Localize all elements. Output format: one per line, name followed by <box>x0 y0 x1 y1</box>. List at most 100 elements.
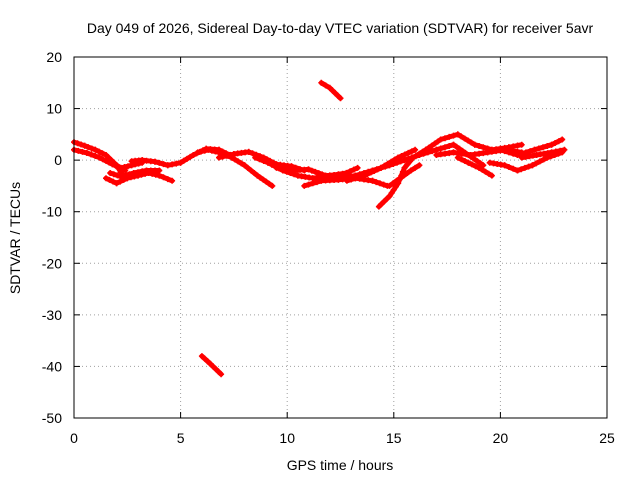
data-point <box>117 164 124 171</box>
data-point <box>514 142 521 149</box>
data-point <box>96 154 103 161</box>
data-point <box>416 162 423 169</box>
data-point <box>85 144 92 151</box>
data-point <box>227 151 234 158</box>
data-point <box>79 148 86 155</box>
data-point <box>110 178 117 185</box>
data-point <box>373 179 380 186</box>
data-point <box>386 182 393 189</box>
data-point <box>75 147 82 154</box>
data-series <box>71 79 568 378</box>
data-point <box>177 159 184 166</box>
data-point <box>122 172 129 179</box>
data-point <box>555 138 562 145</box>
data-point <box>388 190 395 196</box>
data-point <box>232 156 238 163</box>
data-point <box>461 135 468 142</box>
data-point <box>369 177 376 184</box>
data-point <box>364 171 371 178</box>
data-point <box>510 150 517 157</box>
data-point <box>169 177 176 184</box>
data-point <box>501 162 508 169</box>
data-point <box>107 170 114 176</box>
x-tick-label: 10 <box>279 430 295 446</box>
x-tick-label: 5 <box>177 430 185 446</box>
data-point <box>160 161 167 168</box>
data-point <box>458 133 465 140</box>
data-point <box>378 164 384 171</box>
data-point <box>205 146 212 153</box>
data-point <box>305 181 312 188</box>
data-point <box>343 177 350 184</box>
plot-frame <box>73 56 608 419</box>
data-point <box>501 148 508 155</box>
data-point <box>548 149 555 156</box>
data-point <box>472 163 479 170</box>
data-point <box>531 146 538 153</box>
data-point <box>505 149 512 156</box>
data-point <box>482 168 489 175</box>
data-point <box>529 162 536 169</box>
data-point <box>412 164 419 171</box>
data-point <box>88 151 95 158</box>
data-point <box>160 174 167 181</box>
data-point <box>384 160 391 167</box>
data-point <box>356 173 363 180</box>
data-point <box>400 172 407 179</box>
data-point <box>361 172 367 179</box>
data-point <box>252 154 259 161</box>
data-point <box>469 161 475 168</box>
data-point <box>404 170 411 176</box>
data-point <box>164 176 171 183</box>
y-tick-label: 0 <box>54 152 62 168</box>
data-point <box>518 166 525 173</box>
data-point <box>437 136 444 143</box>
data-point <box>88 145 95 152</box>
data-point <box>442 135 448 142</box>
data-point <box>488 172 495 179</box>
data-point <box>208 147 215 154</box>
y-tick-label: -10 <box>42 204 62 220</box>
data-point <box>126 171 133 178</box>
data-point <box>479 166 486 173</box>
data-point <box>480 162 487 169</box>
y-tick-label: 20 <box>46 49 62 65</box>
data-point <box>388 158 395 165</box>
data-point <box>540 144 546 151</box>
data-point <box>110 171 117 178</box>
data-point <box>525 163 532 170</box>
data-point <box>514 167 521 174</box>
data-point <box>352 175 359 182</box>
data-point <box>269 182 276 189</box>
data-point <box>374 166 381 173</box>
data-point <box>535 145 542 152</box>
data-point <box>180 157 187 164</box>
data-point <box>476 164 483 171</box>
data-point <box>114 172 121 179</box>
data-point <box>78 141 85 148</box>
data-point <box>367 169 374 176</box>
data-point <box>485 170 492 177</box>
data-point <box>521 164 528 171</box>
data-point <box>125 163 131 170</box>
data-point <box>544 143 551 149</box>
data-point <box>235 158 242 165</box>
data-point <box>164 162 171 169</box>
data-point <box>99 150 106 157</box>
data-point <box>109 159 116 166</box>
data-point <box>156 159 163 166</box>
data-point <box>305 166 312 173</box>
data-point <box>198 148 205 155</box>
data-point <box>260 158 267 164</box>
data-point <box>95 148 102 155</box>
data-point <box>433 146 440 153</box>
data-point <box>454 154 461 161</box>
data-point <box>187 153 194 160</box>
data-point <box>540 156 547 163</box>
y-axis-label: SDTVAR / TECUs <box>7 182 23 294</box>
data-point <box>533 160 540 167</box>
data-point <box>265 159 271 166</box>
data-point <box>249 150 256 157</box>
data-point <box>169 161 176 168</box>
